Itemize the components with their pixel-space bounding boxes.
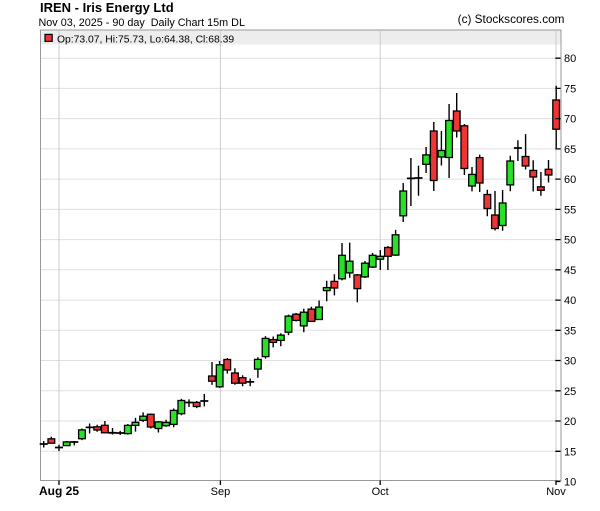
svg-text:Sep: Sep xyxy=(211,486,231,498)
svg-text:30: 30 xyxy=(564,356,576,368)
svg-text:Nov: Nov xyxy=(546,486,566,498)
svg-text:Nov 03, 2025 - 90 day Daily C: Nov 03, 2025 - 90 day Daily Chart 15m DL xyxy=(39,17,245,29)
svg-text:25: 25 xyxy=(564,386,576,398)
svg-text:15: 15 xyxy=(564,446,576,458)
svg-text:40: 40 xyxy=(564,295,576,307)
svg-text:(c) Stockscores.com: (c) Stockscores.com xyxy=(458,12,565,26)
svg-text:Aug 25: Aug 25 xyxy=(39,484,79,498)
svg-text:10: 10 xyxy=(564,477,576,489)
svg-text:65: 65 xyxy=(564,144,576,156)
svg-text:80: 80 xyxy=(564,53,576,65)
svg-text:35: 35 xyxy=(564,325,576,337)
svg-text:60: 60 xyxy=(564,174,576,186)
svg-text:IREN - Iris Energy Ltd: IREN - Iris Energy Ltd xyxy=(40,0,174,15)
svg-text:50: 50 xyxy=(564,235,576,247)
svg-text:75: 75 xyxy=(564,83,576,95)
svg-text:Oct: Oct xyxy=(372,486,389,498)
svg-text:20: 20 xyxy=(564,416,576,428)
svg-text:45: 45 xyxy=(564,265,576,277)
svg-text:Op:73.07, Hi:75.73, Lo:64.38,: Op:73.07, Hi:75.73, Lo:64.38, Cl:68.39 xyxy=(57,34,234,45)
svg-text:70: 70 xyxy=(564,114,576,126)
svg-text:55: 55 xyxy=(564,204,576,216)
